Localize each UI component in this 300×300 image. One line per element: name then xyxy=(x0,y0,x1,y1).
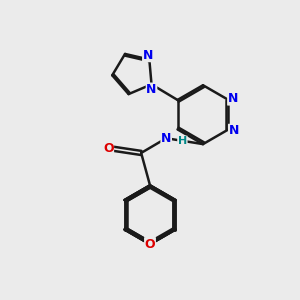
Text: N: N xyxy=(143,49,153,62)
Text: N: N xyxy=(161,132,171,145)
Text: O: O xyxy=(103,142,113,155)
Text: N: N xyxy=(229,124,239,137)
Text: O: O xyxy=(145,238,155,251)
Text: N: N xyxy=(146,83,157,96)
Text: N: N xyxy=(228,92,238,105)
Text: H: H xyxy=(178,136,187,146)
